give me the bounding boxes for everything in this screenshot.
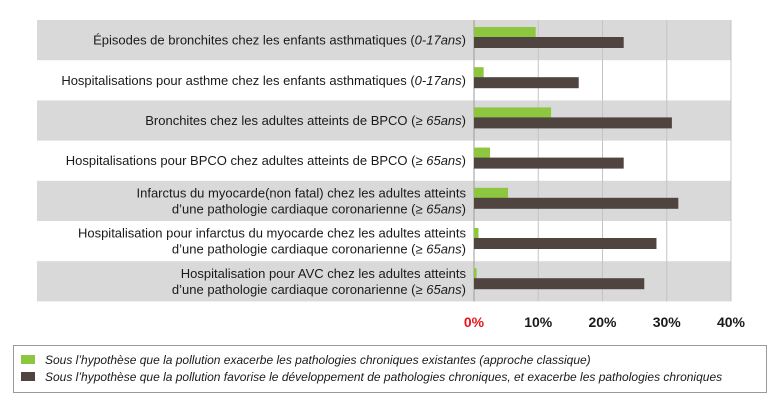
bars xyxy=(474,27,679,290)
category-label: d’une pathologie cardiaque coronarienne … xyxy=(172,242,466,257)
bar-development xyxy=(474,117,672,129)
legend-item-series-2: Sous l’hypothèse que la pollution favori… xyxy=(21,368,766,385)
bar-classic xyxy=(474,107,552,119)
category-labels: Épisodes de bronchites chez les enfants … xyxy=(61,33,466,297)
bar-classic xyxy=(474,228,479,239)
bar-classic xyxy=(474,67,484,79)
bar-development xyxy=(474,37,624,48)
bar-classic xyxy=(474,268,477,280)
legend-label: Sous l’hypothèse que la pollution exacer… xyxy=(45,352,591,367)
x-tick-label: 10% xyxy=(524,314,553,330)
legend-label: Sous l’hypothèse que la pollution favori… xyxy=(45,369,723,384)
category-label: Hospitalisations pour asthme chez les en… xyxy=(61,73,466,88)
legend-item-series-1: Sous l’hypothèse que la pollution exacer… xyxy=(21,351,766,368)
legend-swatch-dark xyxy=(21,372,35,381)
category-label: Épisodes de bronchites chez les enfants … xyxy=(93,33,466,48)
bar-classic xyxy=(474,187,509,199)
legend: Sous l’hypothèse que la pollution exacer… xyxy=(13,345,767,393)
x-tick-label: 20% xyxy=(588,314,617,330)
bar-development xyxy=(474,197,679,209)
category-label: d’une pathologie cardiaque coronarienne … xyxy=(172,201,466,216)
bar-development xyxy=(474,238,657,249)
bar-classic xyxy=(474,27,536,38)
category-label: Hospitalisation pour AVC chez les adulte… xyxy=(181,266,467,281)
legend-swatch-green xyxy=(21,355,35,364)
bar-development xyxy=(474,157,624,169)
x-tick-label: 30% xyxy=(653,314,682,330)
category-label: Bronchites chez les adultes atteints de … xyxy=(145,113,466,128)
bar-classic xyxy=(474,147,491,159)
bar-chart: Épisodes de bronchites chez les enfants … xyxy=(37,20,746,330)
category-label: d’une pathologie cardiaque coronarienne … xyxy=(172,282,466,297)
x-tick-label: 0% xyxy=(464,314,485,330)
category-label: Hospitalisation pour infarctus du myocar… xyxy=(78,226,467,241)
category-label: Infarctus du myocarde(non fatal) chez le… xyxy=(136,185,466,200)
bar-development xyxy=(474,278,645,290)
x-tick-label: 40% xyxy=(717,314,746,330)
x-axis-ticks: 0% 10% 20% 30% 40% xyxy=(464,314,746,330)
category-label: Hospitalisations pour BPCO chez adultes … xyxy=(66,153,466,168)
bar-development xyxy=(474,77,579,89)
